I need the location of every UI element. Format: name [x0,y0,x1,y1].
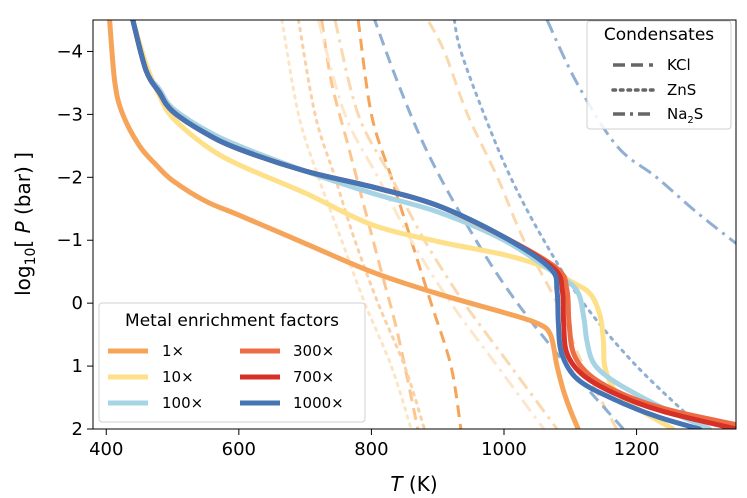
legend-metal-100x-label: 100× [162,394,203,412]
y-tick-label-2: 2 [72,419,83,440]
y-axis-label-unit: (bar) ] [11,152,35,221]
legend-metal-title: Metal enrichment factors [125,311,339,331]
x-tick-label-600: 600 [222,439,256,460]
condensate-zns-1x-curve [297,20,426,429]
condensate-zns-10x-curve [280,20,413,429]
condensate-kcl-10x-curve [320,20,420,429]
legend-condensates: Condensates KCl ZnS Na2S [586,20,732,130]
y-axis-label-bracket: [ [11,233,35,247]
legend-zns-label: ZnS [667,81,696,99]
legend-metal-300x-label: 300× [293,342,334,360]
legend-condensates-box [586,20,732,130]
y-tick-label-neg3: −3 [56,104,83,125]
y-tick-label-neg1: −1 [56,230,83,251]
x-tick-label-800: 800 [354,439,388,460]
condensate-zns-1000x-curve [452,20,705,429]
y-axis-label-log: log [11,265,35,296]
y-axis-ticks: −4 −3 −2 −1 0 1 2 [56,41,93,440]
series-10x-line [130,20,676,429]
series-100x-line [130,20,712,429]
x-axis-label-unit: (K) [403,472,438,496]
y-axis-label-subscript: 10 [23,248,39,266]
y-tick-label-0: 0 [72,293,83,314]
legend-na2s-label-main: Na [667,105,687,123]
legend-metal-10x-label: 10× [162,368,194,386]
y-axis-label: log10[ P (bar) ] [11,152,39,296]
legend-metal-enrichment: Metal enrichment factors 1× 10× 100× 300… [98,302,366,423]
legend-kcl-label: KCl [667,56,691,74]
x-tick-label-1200: 1200 [614,439,660,460]
x-tick-label-1000: 1000 [481,439,527,460]
legend-metal-box [98,302,366,423]
condensate-na2s-10x-curve [316,20,546,429]
legend-na2s-label-tail: S [694,105,704,123]
temperature-profiles [107,20,736,429]
legend-metal-1000x-label: 1000× [293,394,344,412]
condensate-kcl-100x-curve [426,20,619,429]
legend-na2s-label-sub: 2 [687,115,693,126]
y-tick-label-neg4: −4 [56,41,83,62]
x-axis-ticks: 400 600 800 1000 1200 [89,429,659,460]
x-tick-label-400: 400 [89,439,123,460]
condensate-na2s-1000x-curve [545,20,736,245]
y-axis-label-variable: P [11,220,35,233]
series-1x-line [107,20,581,429]
y-tick-label-1: 1 [72,356,83,377]
legend-metal-700x-label: 700× [293,368,334,386]
condensate-kcl-1x-curve [356,20,463,429]
plot-frame [92,19,737,430]
legend-condensates-title: Condensates [604,25,714,45]
legend-metal-1x-label: 1× [162,342,184,360]
x-axis-label: T (K) [390,472,437,496]
y-tick-label-neg2: −2 [56,167,83,188]
series-1000x-line [130,20,702,429]
x-axis-label-variable: T [390,472,404,496]
legend-na2s-label: Na2S [667,105,703,126]
